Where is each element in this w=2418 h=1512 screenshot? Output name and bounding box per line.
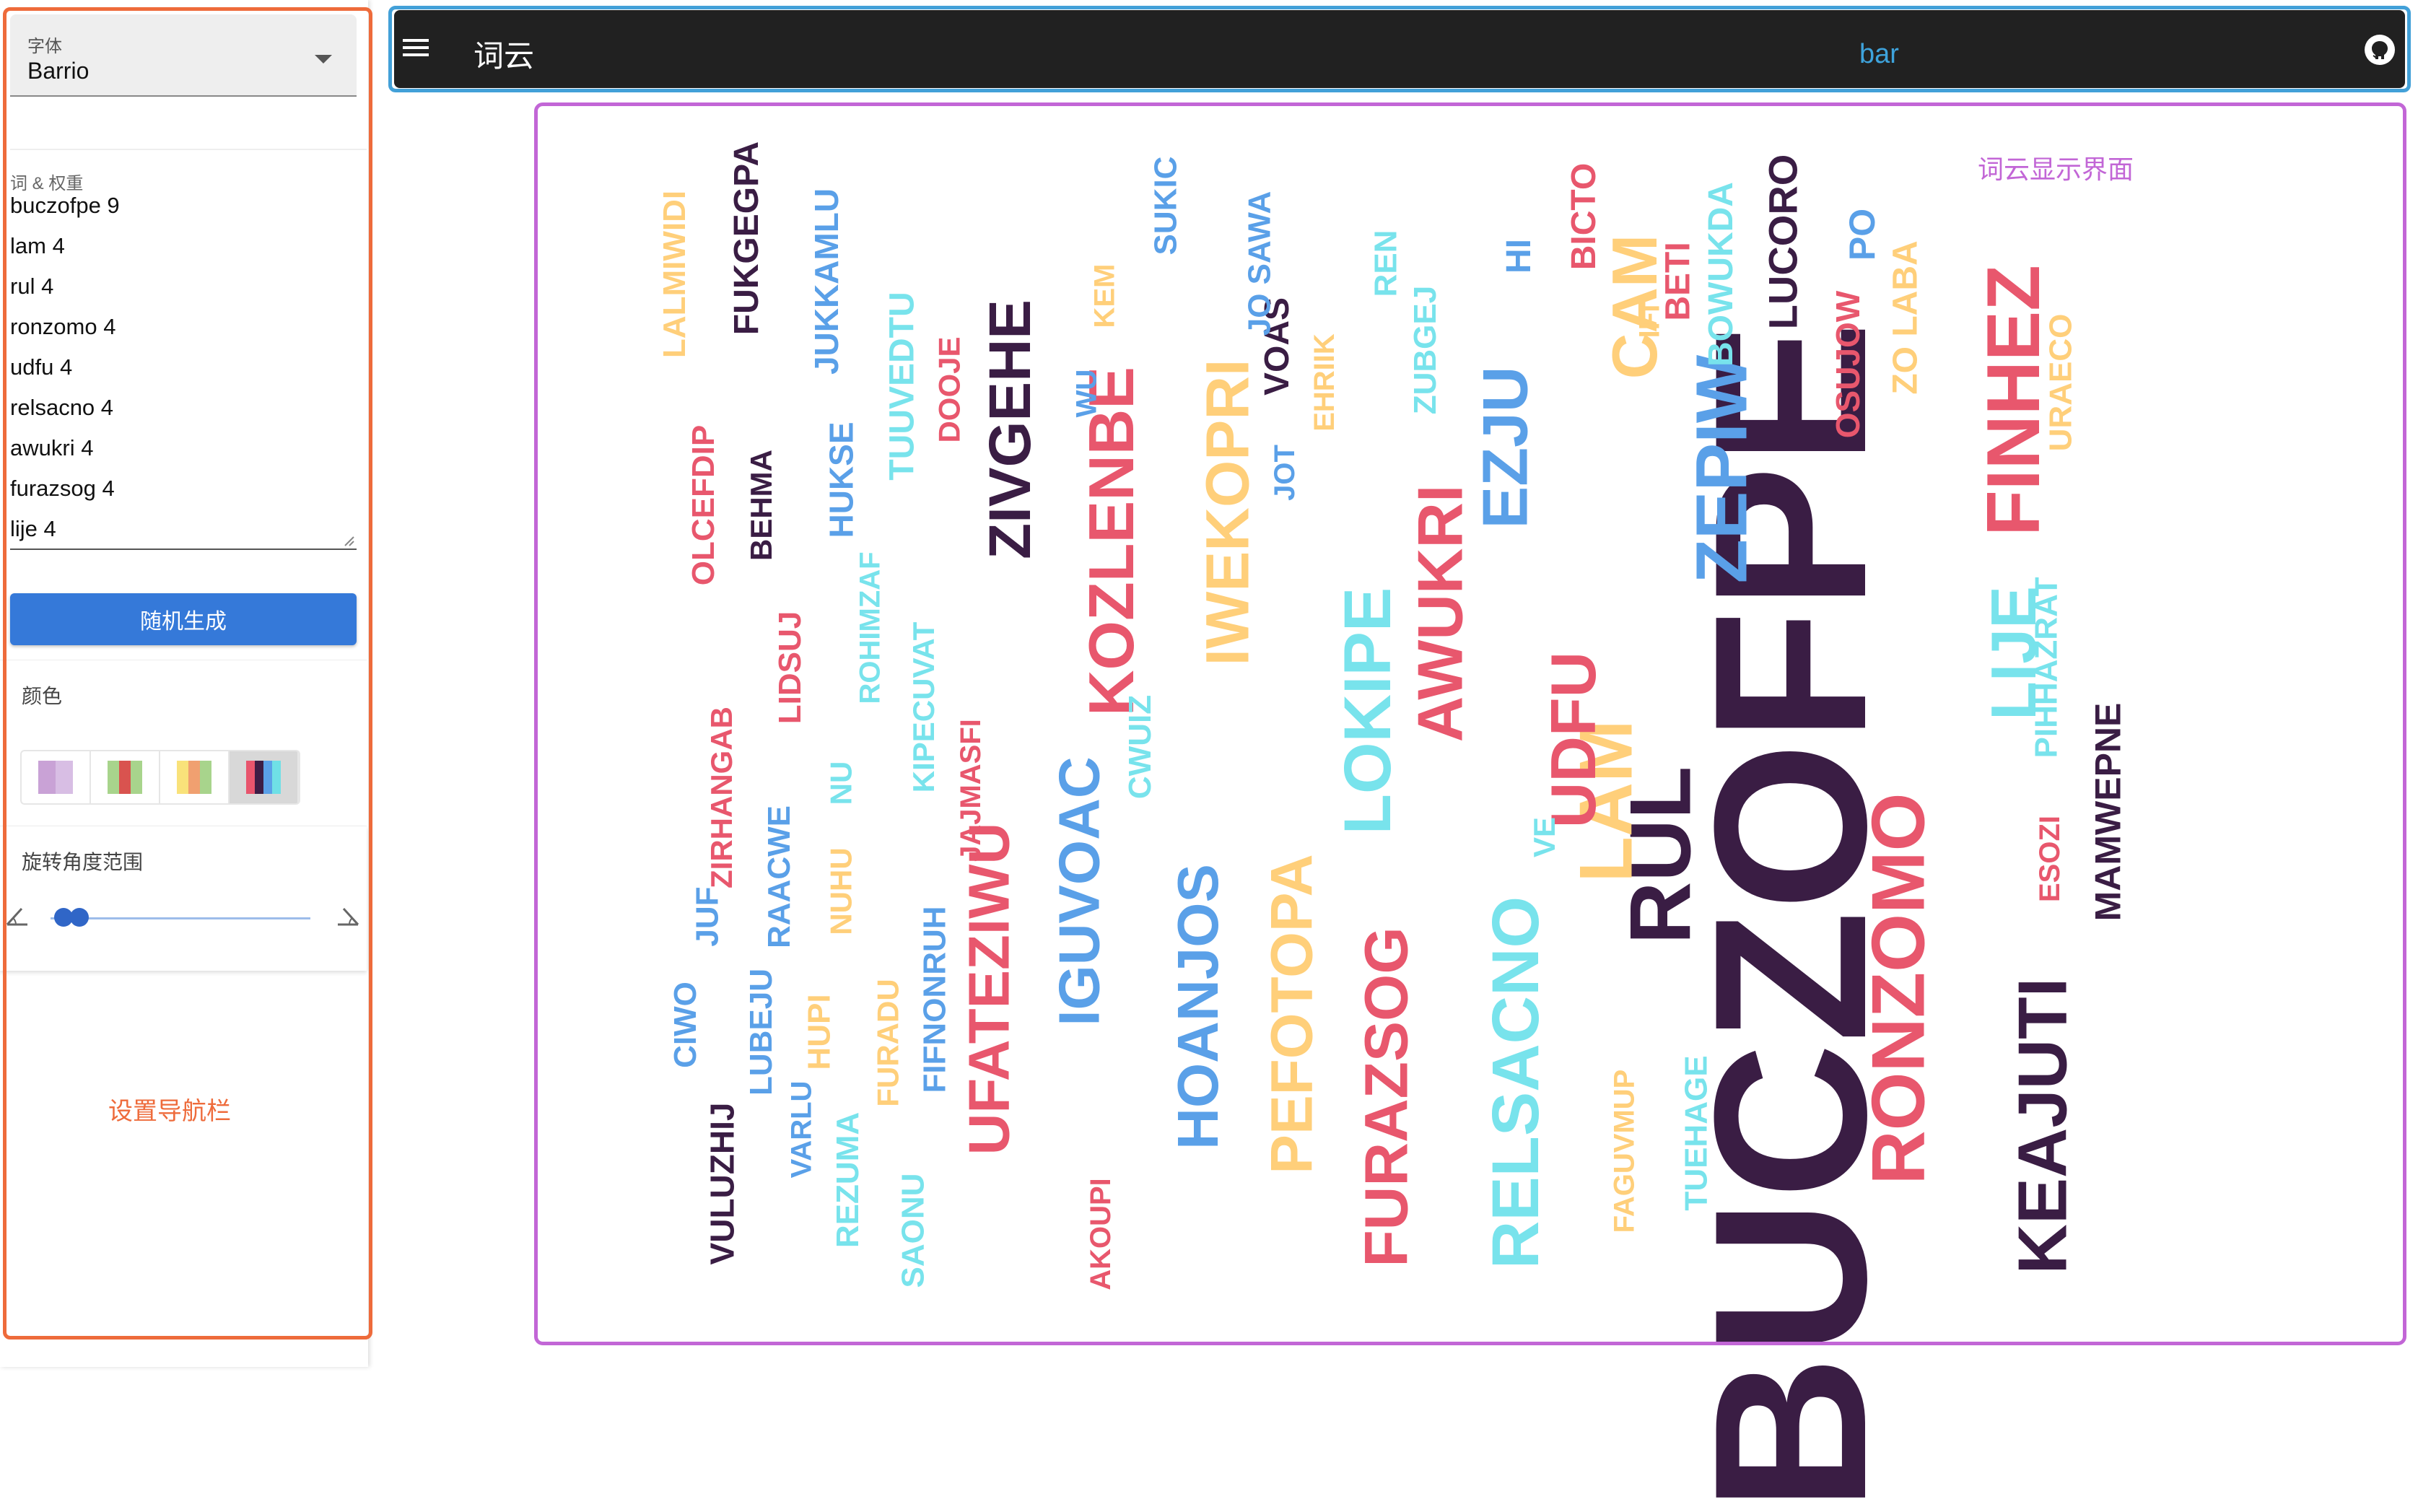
settings-sidebar: 字体 Barrio 词 & 权重 buczofpe 9 lam 4 rul 4 … <box>0 0 368 1367</box>
word-line: relsacno 4 <box>10 395 114 420</box>
app-title: 词云 <box>473 39 535 73</box>
word-line: furazsog 4 <box>10 476 115 501</box>
random-generate-button[interactable]: 随机生成 <box>10 593 357 645</box>
cloud-annotation-label: 词云显示界面 <box>1978 154 2134 184</box>
angle-max-icon <box>338 907 359 926</box>
github-icon[interactable] <box>2363 33 2396 66</box>
rotation-slider-max-thumb[interactable] <box>69 908 89 927</box>
chevron-down-icon[interactable] <box>315 55 332 64</box>
palette-swatch-icon <box>38 761 73 794</box>
word-line: buczofpe 9 <box>10 193 120 218</box>
palette-option-multicolor[interactable] <box>230 751 299 803</box>
font-select[interactable]: 字体 Barrio <box>10 14 357 97</box>
cloud-annotation-box <box>534 102 2406 1345</box>
word-line: awukri 4 <box>10 435 94 460</box>
rotation-section: 旋转角度范围 <box>0 826 367 971</box>
palette-swatch-icon <box>246 761 281 794</box>
palette-swatch-icon <box>177 761 211 794</box>
menu-icon[interactable] <box>401 35 430 61</box>
word-line: udfu 4 <box>10 354 73 380</box>
angle-min-icon <box>6 907 27 926</box>
word-line: ronzomo 4 <box>10 314 116 339</box>
words-weights-label: 词 & 权重 <box>10 174 84 193</box>
words-weights-textarea[interactable]: buczofpe 9 lam 4 rul 4 ronzomo 4 udfu 4 … <box>10 191 357 554</box>
palette-option-green-red[interactable] <box>91 751 160 803</box>
palette-option-warm[interactable] <box>160 751 230 803</box>
rotation-range-label: 旋转角度范围 <box>22 851 144 873</box>
word-line: rul 4 <box>10 274 54 299</box>
resize-grip-icon[interactable] <box>342 534 355 547</box>
textarea-underline <box>10 549 357 550</box>
word-line: lije 4 <box>10 516 56 541</box>
palette-swatch-icon <box>108 761 142 794</box>
sidebar-annotation-label: 设置导航栏 <box>108 1098 231 1125</box>
font-select-value: Barrio <box>27 58 90 84</box>
topbar-annotation-label: bar <box>1859 39 1899 69</box>
divider <box>10 149 367 150</box>
color-label: 颜色 <box>22 685 63 707</box>
palette-option-purple[interactable] <box>22 751 91 803</box>
word-line: lam 4 <box>10 233 65 258</box>
app-bar: 词云 bar <box>394 10 2405 88</box>
rotation-slider-track[interactable] <box>51 917 310 919</box>
palette-toggle-group <box>20 750 300 805</box>
color-section: 颜色 <box>0 660 367 822</box>
font-select-label: 字体 <box>27 37 62 56</box>
